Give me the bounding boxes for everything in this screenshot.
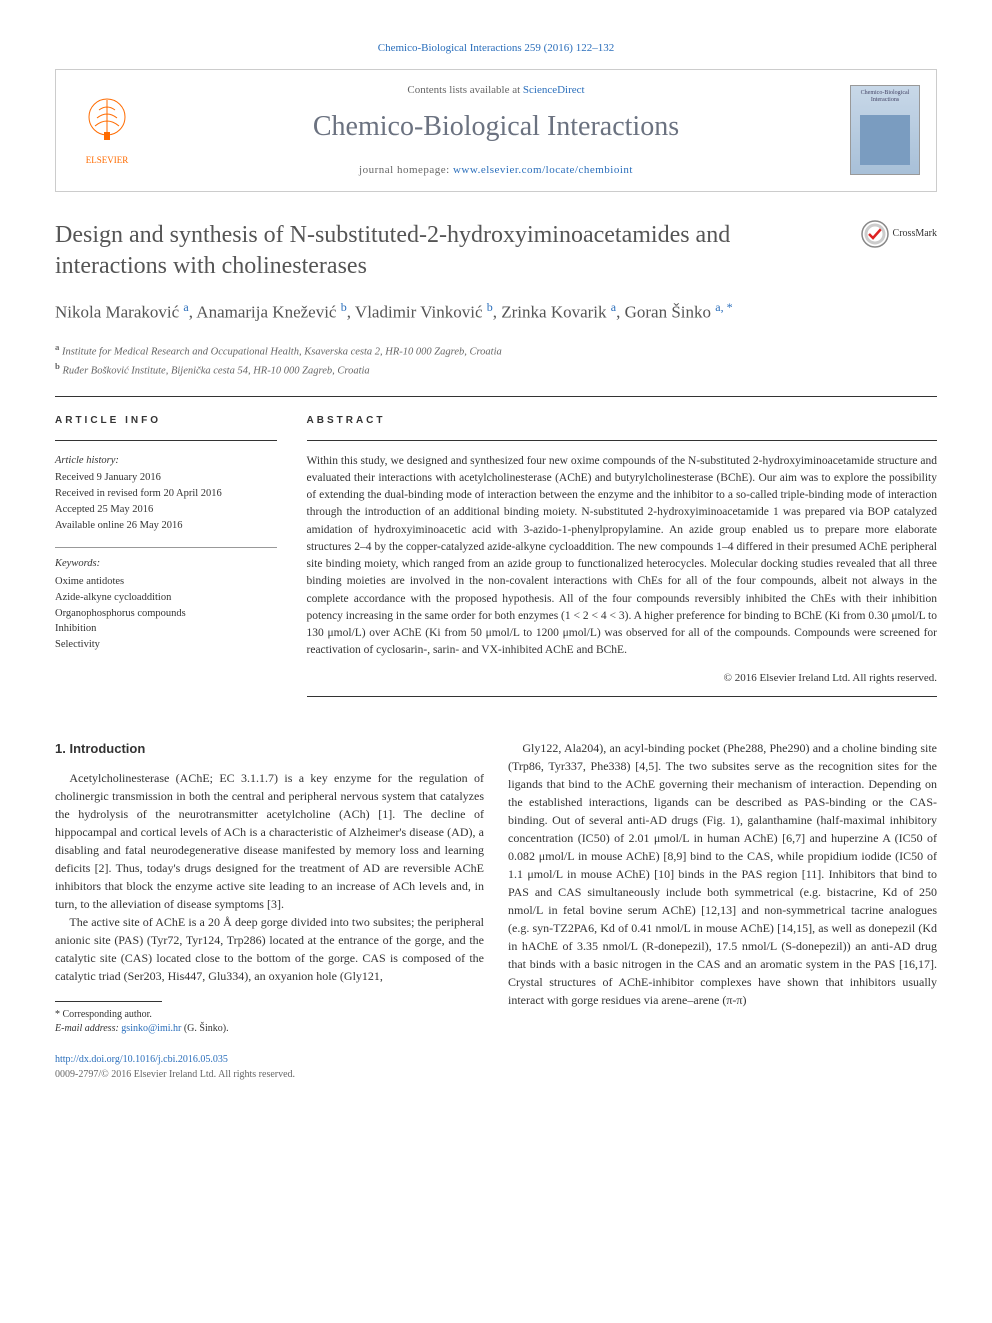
crossmark-label: CrossMark [893,226,937,241]
corresponding-author: * Corresponding author. [55,1008,484,1022]
body-paragraph-3: Gly122, Ala204), an acyl-binding pocket … [508,739,937,1009]
header-center: Contents lists available at ScienceDirec… [142,82,850,179]
revised-date: Received in revised form 20 April 2016 [55,486,277,502]
journal-header-box: ELSEVIER Contents lists available at Sci… [55,69,937,192]
body-two-columns: 1. Introduction Acetylcholinesterase (AC… [55,739,937,1036]
issn-copyright: 0009-2797/© 2016 Elsevier Ireland Ltd. A… [55,1067,937,1082]
email-link[interactable]: gsinko@imi.hr [121,1023,181,1034]
affiliations: a Institute for Medical Research and Occ… [55,341,937,380]
info-hr-mid [55,547,277,548]
journal-cover-thumbnail[interactable]: Chemico-Biological Interactions [850,85,920,175]
section-1-heading: 1. Introduction [55,739,484,759]
body-section: 1. Introduction Acetylcholinesterase (AC… [55,739,937,1036]
author-5: , Goran Šinko [616,303,715,322]
keyword-2: Azide-alkyne cycloaddition [55,590,277,606]
affiliation-b: Ruđer Bošković Institute, Bijenička cest… [63,366,370,377]
affiliation-a: Institute for Medical Research and Occup… [62,347,502,358]
keyword-1: Oxime antidotes [55,574,277,590]
footnote-block: * Corresponding author. E-mail address: … [55,1008,484,1036]
keywords-heading: Keywords: [55,556,277,572]
doi-block: http://dx.doi.org/10.1016/j.cbi.2016.05.… [55,1052,937,1082]
homepage-label: journal homepage: [359,164,453,176]
cover-image [860,115,910,165]
author-3: , Vladimir Vinković [347,303,487,322]
article-info-column: ARTICLE INFO Article history: Received 9… [55,413,277,710]
elsevier-tree-icon [77,92,137,152]
keyword-3: Organophosphorus compounds [55,606,277,622]
author-2: , Anamarija Knežević [189,303,341,322]
abstract-hr-bottom [307,696,937,697]
footnote-separator [55,1001,162,1002]
copyright-line: © 2016 Elsevier Ireland Ltd. All rights … [307,670,937,687]
crossmark-badge[interactable]: CrossMark [861,220,937,248]
cover-title: Chemico-Biological Interactions [855,90,915,103]
article-info-label: ARTICLE INFO [55,413,277,428]
info-hr-top [55,440,277,441]
sciencedirect-link[interactable]: ScienceDirect [523,84,585,96]
article-title: Design and synthesis of N-substituted-2-… [55,220,861,282]
doi-link[interactable]: http://dx.doi.org/10.1016/j.cbi.2016.05.… [55,1054,228,1065]
info-abstract-row: ARTICLE INFO Article history: Received 9… [55,413,937,710]
authors-list: Nikola Maraković a, Anamarija Knežević b… [55,298,937,325]
section-number: 1. [55,741,66,756]
abstract-hr-top [307,440,937,441]
abstract-text: Within this study, we designed and synth… [307,453,937,660]
body-paragraph-2: The active site of AChE is a 20 Å deep g… [55,913,484,985]
crossmark-icon [861,220,889,248]
contents-text: Contents lists available at [407,84,522,96]
received-date: Received 9 January 2016 [55,470,277,486]
contents-available-line: Contents lists available at ScienceDirec… [162,82,830,99]
online-date: Available online 26 May 2016 [55,518,277,534]
keywords-block: Keywords: Oxime antidotes Azide-alkyne c… [55,556,277,653]
history-heading: Article history: [55,453,277,469]
citation-header: Chemico-Biological Interactions 259 (201… [55,40,937,57]
keyword-5: Selectivity [55,637,277,653]
abstract-label: ABSTRACT [307,413,937,428]
author-4: , Zrinka Kovarik [493,303,611,322]
accepted-date: Accepted 25 May 2016 [55,502,277,518]
abstract-column: ABSTRACT Within this study, we designed … [307,413,937,710]
title-row: Design and synthesis of N-substituted-2-… [55,220,937,282]
section-title: Introduction [69,741,145,756]
homepage-link[interactable]: www.elsevier.com/locate/chembioint [453,164,633,176]
citation-link[interactable]: Chemico-Biological Interactions 259 (201… [378,42,614,54]
article-history: Article history: Received 9 January 2016… [55,453,277,534]
author-5-affil: a, * [715,300,732,314]
divider [55,396,937,397]
journal-name: Chemico-Biological Interactions [162,106,830,148]
email-name: (G. Šinko). [181,1023,228,1034]
body-paragraph-1: Acetylcholinesterase (AChE; EC 3.1.1.7) … [55,769,484,913]
homepage-line: journal homepage: www.elsevier.com/locat… [162,162,830,179]
elsevier-logo[interactable]: ELSEVIER [72,90,142,170]
keyword-4: Inhibition [55,621,277,637]
elsevier-label: ELSEVIER [86,154,129,168]
author-1: Nikola Maraković [55,303,183,322]
email-label: E-mail address: [55,1023,121,1034]
